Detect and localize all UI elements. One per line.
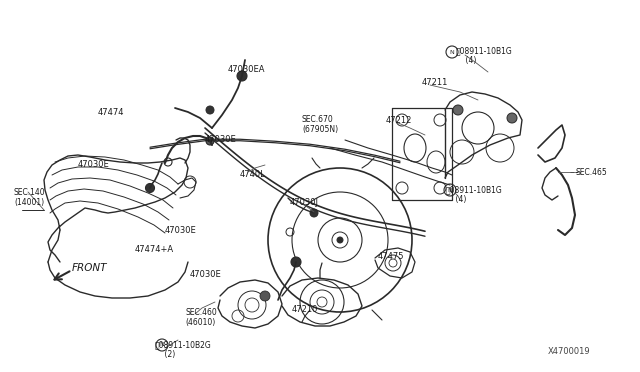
Circle shape bbox=[453, 105, 463, 115]
Text: FRONT: FRONT bbox=[72, 263, 108, 273]
Text: 47030E: 47030E bbox=[190, 270, 221, 279]
Text: SEC.140
(14001): SEC.140 (14001) bbox=[14, 188, 45, 208]
Circle shape bbox=[145, 183, 154, 192]
Circle shape bbox=[237, 71, 247, 81]
Text: SEC.460
(46010): SEC.460 (46010) bbox=[185, 308, 217, 327]
Text: ⓝ08911-10B1G
    (4): ⓝ08911-10B1G (4) bbox=[456, 46, 513, 65]
Text: SEC.465: SEC.465 bbox=[576, 168, 608, 177]
Circle shape bbox=[310, 209, 318, 217]
Circle shape bbox=[291, 257, 301, 267]
Text: 47030EA: 47030EA bbox=[228, 65, 266, 74]
Circle shape bbox=[206, 137, 214, 145]
Text: ⓝ08911-10B2G
    (2): ⓝ08911-10B2G (2) bbox=[155, 340, 212, 359]
Text: 47030E: 47030E bbox=[165, 226, 196, 235]
Circle shape bbox=[260, 291, 270, 301]
Text: 4740L: 4740L bbox=[240, 170, 266, 179]
Circle shape bbox=[337, 237, 343, 243]
Text: 47211: 47211 bbox=[422, 78, 449, 87]
Text: N: N bbox=[447, 187, 452, 192]
Text: N: N bbox=[450, 49, 454, 55]
Text: 47212: 47212 bbox=[386, 116, 412, 125]
Text: 47474+A: 47474+A bbox=[135, 245, 174, 254]
Text: 47210: 47210 bbox=[292, 305, 318, 314]
Circle shape bbox=[206, 106, 214, 114]
Text: 47030J: 47030J bbox=[290, 198, 319, 207]
Text: 47474: 47474 bbox=[98, 108, 125, 117]
Text: N: N bbox=[159, 343, 164, 347]
Text: 47030E: 47030E bbox=[205, 135, 237, 144]
Text: ⓝ08911-10B1G
    (4): ⓝ08911-10B1G (4) bbox=[446, 185, 503, 204]
Text: SEC.670
(67905N): SEC.670 (67905N) bbox=[302, 115, 338, 134]
Circle shape bbox=[507, 113, 517, 123]
Text: 47030E: 47030E bbox=[78, 160, 109, 169]
Text: X4700019: X4700019 bbox=[548, 347, 591, 356]
Text: 47475: 47475 bbox=[378, 252, 404, 261]
